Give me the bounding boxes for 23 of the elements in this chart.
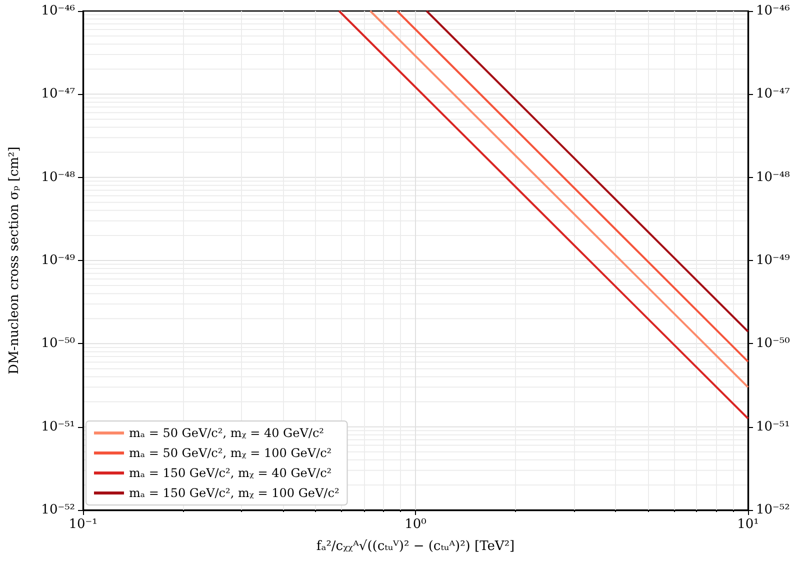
legend-label: mₐ = 150 GeV/c², mᵪ = 40 GeV/c² xyxy=(129,466,332,480)
y-tick-label: 10⁻⁴⁹ xyxy=(756,253,790,268)
y-axis-title: DM-nucleon cross section σₚ [cm²] xyxy=(7,146,22,374)
text: 10⁻⁴⁹ xyxy=(41,253,75,268)
text: 10⁻⁴⁸ xyxy=(41,170,75,185)
x-tick-label: 10¹ xyxy=(737,517,759,532)
y-tick-label: 10⁻⁵⁰ xyxy=(756,336,790,352)
x-tick-label: 10⁻¹ xyxy=(68,517,98,532)
y-tick-label: 10⁻⁴⁷ xyxy=(756,86,790,102)
text: 10⁻⁴⁶ xyxy=(41,4,75,18)
text: 10⁻⁵⁰ xyxy=(41,336,75,352)
legend-label: mₐ = 50 GeV/c², mᵪ = 40 GeV/c² xyxy=(129,426,324,440)
text: 10⁻⁵¹ xyxy=(41,419,75,434)
y-tick-label: 10⁻⁵² xyxy=(756,502,790,518)
x-axis-title: fₐ²/cᵪᵪᴬ√((cₜᵤⱽ)² − (cₜᵤᴬ)²) [TeV²] xyxy=(316,539,515,554)
legend-label: mₐ = 50 GeV/c², mᵪ = 100 GeV/c² xyxy=(129,446,332,460)
y-tick-label: 10⁻⁵¹ xyxy=(756,419,790,434)
text: 10⁻⁴⁷ xyxy=(41,86,75,102)
x-tick-label: 10⁰ xyxy=(404,517,426,532)
legend-label: mₐ = 150 GeV/c², mᵪ = 100 GeV/c² xyxy=(129,486,340,500)
text: 10⁻⁵² xyxy=(41,502,75,518)
y-tick-label: 10⁻⁴⁶ xyxy=(756,4,790,18)
y-tick-label: 10⁻⁴⁸ xyxy=(756,170,790,185)
